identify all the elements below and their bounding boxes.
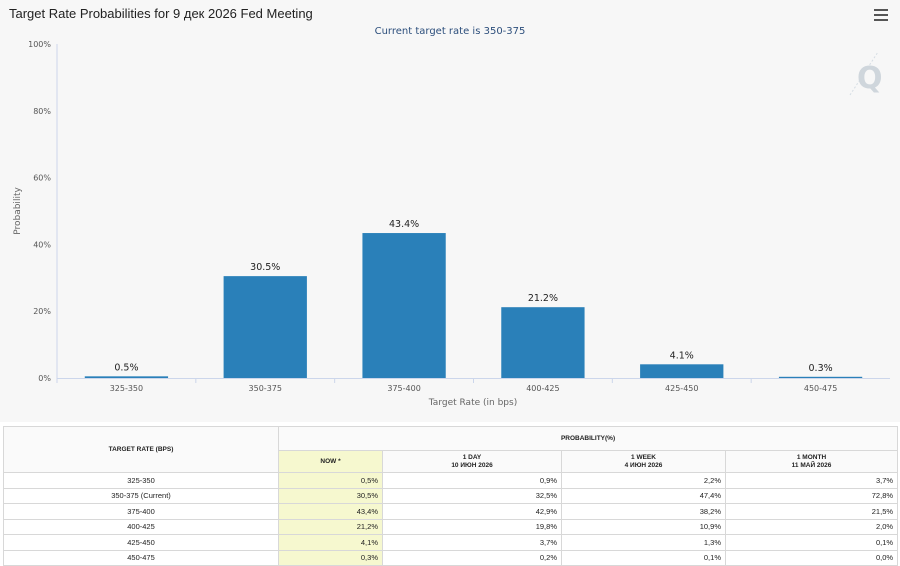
rate-cell: 325-350 <box>3 472 279 489</box>
chart-area: Target Rate Probabilities for 9 дек 2026… <box>9 6 890 408</box>
one-week-cell: 47,4% <box>561 487 726 504</box>
table-row: 350-375 (Current) 30,5% 32,5% 47,4% 72,8… <box>3 487 899 504</box>
one-week-cell: 38,2% <box>561 503 726 520</box>
bar-data-label: 0.5% <box>114 362 138 373</box>
probability-header: PROBABILITY(%) <box>277 426 899 451</box>
bar-375-400[interactable] <box>362 233 446 378</box>
rate-cell: 400-425 <box>3 518 279 535</box>
now-cell: 0,3% <box>278 549 383 566</box>
one-day-cell: 0,9% <box>382 472 562 489</box>
x-tick-label: 325-350 <box>110 384 143 393</box>
y-tick-label: 40% <box>33 240 51 249</box>
one-month-column-header: 1 MONTH 11 МАЙ 2026 <box>724 450 899 473</box>
bar-data-label: 30.5% <box>250 262 280 273</box>
now-column-header: NOW * <box>278 450 383 473</box>
bar-400-425[interactable] <box>501 307 585 378</box>
table-row: 450-475 0,3% 0,2% 0,1% 0,0% <box>3 549 899 566</box>
x-axis-title: Target Rate (in bps) <box>428 398 517 408</box>
probability-table: TARGET RATE (BPS) PROBABILITY(%) NOW * 1… <box>3 426 899 566</box>
table-row: 325-350 0,5% 0,9% 2,2% 3,7% <box>3 472 899 489</box>
one-month-cell: 0,0% <box>724 549 899 566</box>
one-day-column-header: 1 DAY 10 ИЮН 2026 <box>382 450 562 473</box>
one-week-cell: 0,1% <box>561 549 726 566</box>
x-axis: 325-350 350-375 375-400 400-425 425-450 450-4… <box>56 378 890 393</box>
bar-data-label: 21.2% <box>528 293 558 304</box>
now-cell: 43,4% <box>278 503 383 520</box>
y-tick-label: 100% <box>28 40 51 49</box>
rate-cell: 450-475 <box>3 549 279 566</box>
one-week-cell: 2,2% <box>561 472 726 489</box>
now-cell: 0,5% <box>278 472 383 489</box>
bars: 0.5% 30.5% 43.4% 21.2% 4.1% 0.3% <box>84 219 863 378</box>
y-tick-label: 60% <box>33 174 51 183</box>
y-axis-title: Probability <box>13 187 23 235</box>
watermark-letter: Q <box>857 61 883 96</box>
one-day-cell: 19,8% <box>382 518 562 535</box>
bar-325-350[interactable] <box>84 376 169 378</box>
bar-350-375[interactable] <box>223 276 307 378</box>
bar-chart: Target Rate Probabilities for 9 дек 2026… <box>9 6 890 408</box>
rate-cell: 375-400 <box>3 503 279 520</box>
hamburger-icon <box>874 9 888 11</box>
now-cell: 4,1% <box>278 534 383 551</box>
one-day-cell: 42,9% <box>382 503 562 520</box>
watermark-logo: Q <box>849 51 883 96</box>
one-week-column-header: 1 WEEK 4 ИЮН 2026 <box>561 450 726 473</box>
one-week-cell: 10,9% <box>561 518 726 535</box>
table-row: 425-450 4,1% 3,7% 1,3% 0,1% <box>3 534 899 551</box>
now-cell: 30,5% <box>278 487 383 504</box>
one-month-cell: 72,8% <box>724 487 899 504</box>
bar-data-label: 43.4% <box>389 219 419 230</box>
bar-data-label: 4.1% <box>670 350 694 361</box>
x-tick-label: 375-400 <box>387 384 420 393</box>
chart-title: Target Rate Probabilities for 9 дек 2026… <box>9 6 313 21</box>
y-tick-label: 0% <box>38 374 51 383</box>
y-tick-label: 80% <box>33 107 51 116</box>
one-month-cell: 2,0% <box>724 518 899 535</box>
rate-cell: 425-450 <box>3 534 279 551</box>
y-axis: 0% 20% 40% 60% 80% 100% <box>28 40 58 383</box>
table-row: 375-400 43,4% 42,9% 38,2% 21,5% <box>3 503 899 520</box>
chart-subtitle: Current target rate is 350-375 <box>375 26 526 37</box>
now-cell: 21,2% <box>278 518 383 535</box>
bar-425-450[interactable] <box>640 364 724 378</box>
x-tick-label: 400-425 <box>526 384 559 393</box>
one-month-cell: 3,7% <box>724 472 899 489</box>
bar-data-label: 0.3% <box>809 363 833 374</box>
one-month-cell: 0,1% <box>724 534 899 551</box>
one-day-cell: 32,5% <box>382 487 562 504</box>
target-rate-header: TARGET RATE (BPS) <box>3 426 279 473</box>
y-tick-label: 20% <box>33 307 51 316</box>
one-day-cell: 0,2% <box>382 549 562 566</box>
x-tick-label: 450-475 <box>804 384 837 393</box>
one-week-cell: 1,3% <box>561 534 726 551</box>
x-tick-label: 350-375 <box>249 384 282 393</box>
rate-cell: 350-375 (Current) <box>3 487 279 504</box>
bar-450-475[interactable] <box>778 376 863 378</box>
chart-menu-button[interactable] <box>874 9 888 21</box>
table-row: 400-425 21,2% 19,8% 10,9% 2,0% <box>3 518 899 535</box>
one-day-cell: 3,7% <box>382 534 562 551</box>
one-month-cell: 21,5% <box>724 503 899 520</box>
x-tick-label: 425-450 <box>665 384 698 393</box>
